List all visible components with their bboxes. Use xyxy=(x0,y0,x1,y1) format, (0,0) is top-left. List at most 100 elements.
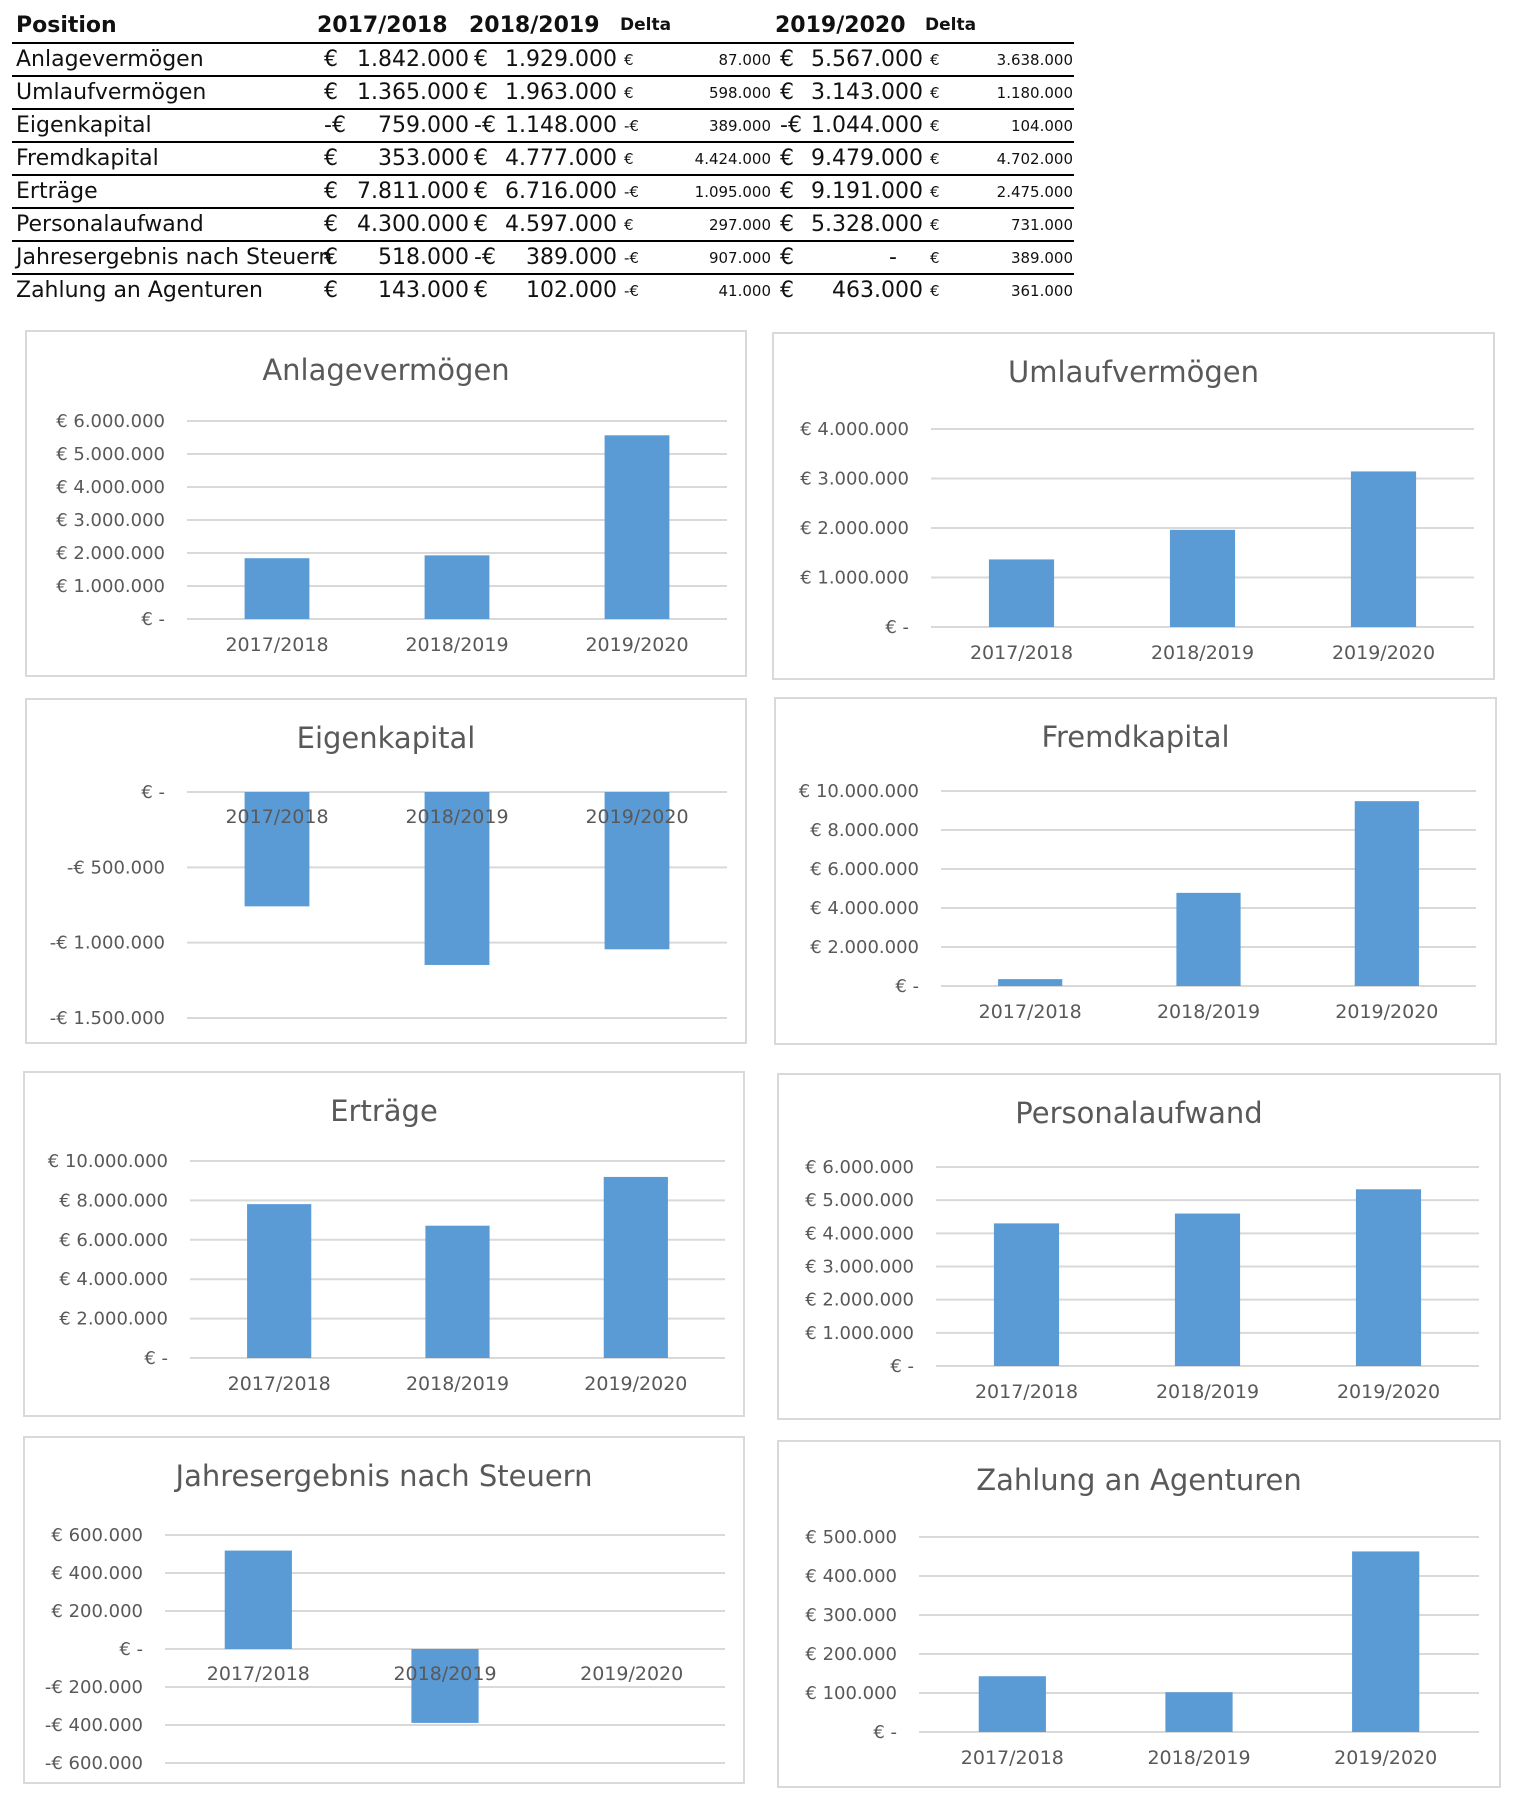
amount-value: 297.000 xyxy=(708,215,771,234)
row-position-label: Anlagevermögen xyxy=(16,47,204,72)
x-category-label: 2019/2020 xyxy=(1334,1747,1437,1769)
x-category-label: 2018/2019 xyxy=(405,634,508,656)
amount-value: 1.929.000 xyxy=(505,47,617,72)
cell-d1: -€ 389.000 xyxy=(624,110,771,141)
y-tick-label: -€ 600.000 xyxy=(45,1753,143,1774)
y-tick-label: € - xyxy=(890,1356,914,1377)
currency-symbol: € xyxy=(780,278,794,303)
cell-d2: €1.180.000 xyxy=(930,77,1073,108)
amount-value: 3.638.000 xyxy=(996,50,1073,69)
cell-d1: €297.000 xyxy=(624,209,771,240)
cell-c3: €463.000 xyxy=(780,275,923,306)
y-tick-label: € 6.000.000 xyxy=(59,1230,168,1251)
chart-anlagevermoegen-svg: Anlagevermögen € 6.000.000 € 5.000.000 € 4.… xyxy=(56,353,727,656)
header-2019-2020: 2019/2020 xyxy=(775,12,906,38)
bar xyxy=(1174,1213,1241,1366)
bar xyxy=(998,979,1063,986)
y-tick-label: € 4.000.000 xyxy=(805,1223,914,1244)
x-category-label: 2019/2020 xyxy=(580,1663,683,1685)
amount-value: 87.000 xyxy=(718,50,772,69)
table-row: Umlaufvermögen €1.365.000 €1.963.000 €598.0… xyxy=(12,75,1074,108)
x-category-label: 2018/2019 xyxy=(1156,1381,1259,1403)
amount-value: 463.000 xyxy=(832,278,923,303)
y-tick-label: -€ 400.000 xyxy=(45,1715,143,1736)
y-tick-label: € 400.000 xyxy=(805,1566,897,1587)
bar xyxy=(604,435,670,619)
financial-table: Position 2017/2018 2018/2019 Delta 2019/… xyxy=(12,8,1074,306)
bar xyxy=(1176,892,1241,986)
header-position: Position xyxy=(16,12,117,38)
cell-d2: €2.475.000 xyxy=(930,176,1073,207)
amount-value: 598.000 xyxy=(708,83,771,102)
chart-title: Personalaufwand xyxy=(1015,1096,1262,1130)
amount-value: 1.963.000 xyxy=(505,80,617,105)
y-tick-label: € 1.000.000 xyxy=(56,576,165,597)
y-tick-label: € - xyxy=(895,976,919,997)
y-tick-label: € 400.000 xyxy=(51,1563,143,1584)
row-position-label: Personalaufwand xyxy=(16,212,204,237)
table-row: Zahlung an Agenturen €143.000 €102.000 -€ 41… xyxy=(12,273,1074,306)
cell-d2: €4.702.000 xyxy=(930,143,1073,174)
currency-symbol: € xyxy=(930,116,940,135)
cell-c2: -€ 1.148.000 xyxy=(474,110,617,141)
table-row: Erträge €7.811.000 €6.716.000 -€ 1.095.000 €9… xyxy=(12,174,1074,207)
y-tick-label: € 3.000.000 xyxy=(800,469,909,490)
amount-value: 4.424.000 xyxy=(694,149,771,168)
bar xyxy=(244,558,310,619)
amount-value: 907.000 xyxy=(708,248,771,267)
x-category-label: 2019/2020 xyxy=(1335,1001,1438,1023)
header-delta-2: Delta xyxy=(925,15,977,35)
x-category-label: 2019/2020 xyxy=(585,806,688,828)
amount-value: 731.000 xyxy=(1010,215,1073,234)
bar xyxy=(244,792,310,907)
x-category-label: 2018/2019 xyxy=(1147,1747,1250,1769)
y-tick-label: -€ 200.000 xyxy=(45,1677,143,1698)
currency-symbol: -€ xyxy=(624,248,639,267)
cell-c3: €9.479.000 xyxy=(780,143,923,174)
cell-d1: -€ 907.000 xyxy=(624,242,771,273)
amount-value: 143.000 xyxy=(378,278,469,303)
chart-title: Erträge xyxy=(330,1094,438,1128)
amount-value: 759.000 xyxy=(378,113,469,138)
bar xyxy=(1350,471,1417,627)
cell-d1: €4.424.000 xyxy=(624,143,771,174)
bar xyxy=(988,559,1055,627)
cell-c1: €1.842.000 xyxy=(324,44,469,75)
y-tick-label: € 4.000.000 xyxy=(56,477,165,498)
bar xyxy=(247,1204,312,1358)
bar xyxy=(978,1676,1046,1732)
cell-c2: -€ 389.000 xyxy=(474,242,617,273)
bar xyxy=(425,1225,490,1358)
currency-symbol: € xyxy=(474,179,488,204)
x-category-label: 2018/2019 xyxy=(406,1373,509,1395)
amount-value: 1.180.000 xyxy=(996,83,1073,102)
y-tick-label: € 10.000.000 xyxy=(48,1151,168,1172)
x-category-label: 2017/2018 xyxy=(961,1747,1064,1769)
bar xyxy=(1165,1692,1233,1732)
chart-ertraege: Erträge € 10.000.000 € 8.000.000 € 6.000.00… xyxy=(23,1071,745,1417)
bar xyxy=(1352,1551,1420,1732)
cell-c2: €6.716.000 xyxy=(474,176,617,207)
currency-symbol: € xyxy=(324,146,338,171)
x-category-label: 2018/2019 xyxy=(393,1663,496,1685)
currency-symbol: € xyxy=(324,245,338,270)
y-tick-label: € 1.000.000 xyxy=(805,1323,914,1344)
chart-eigenkapital-svg: Eigenkapital € - -€ 500.000 -€ 1.000.000 -€ … xyxy=(50,721,727,1029)
currency-symbol: -€ xyxy=(624,116,639,135)
cell-d2: €361.000 xyxy=(930,275,1073,306)
chart-jahresergebnis-svg: Jahresergebnis nach Steuern € 600.000 € 40… xyxy=(45,1459,725,1774)
amount-value: 3.143.000 xyxy=(811,80,923,105)
currency-symbol: € xyxy=(780,212,794,237)
cell-d1: €598.000 xyxy=(624,77,771,108)
cell-d2: €104.000 xyxy=(930,110,1073,141)
currency-symbol: € xyxy=(474,146,488,171)
bar xyxy=(1169,529,1236,627)
chart-fremdkapital: Fremdkapital € 10.000.000 € 8.000.000 € 6.0… xyxy=(774,697,1497,1045)
currency-symbol: € xyxy=(324,80,338,105)
table-row: Eigenkapital -€ 759.000 -€ 1.148.000 -€ 389.00… xyxy=(12,108,1074,141)
amount-value: 389.000 xyxy=(1010,248,1073,267)
cell-c2: €1.929.000 xyxy=(474,44,617,75)
cell-c1: -€ 759.000 xyxy=(324,110,469,141)
row-position-label: Umlaufvermögen xyxy=(16,80,207,105)
cell-c2: €4.597.000 xyxy=(474,209,617,240)
